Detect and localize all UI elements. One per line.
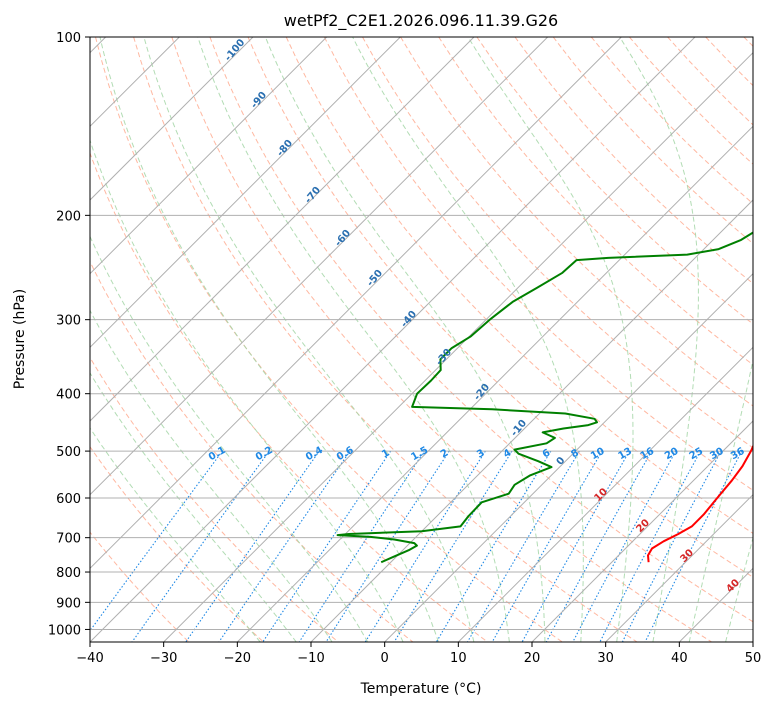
moist-adiabat-line <box>197 37 510 642</box>
isotherm-line <box>90 37 254 201</box>
moist-adiabat-line <box>90 371 297 642</box>
isotherm-line <box>90 37 696 642</box>
x-tick-label: −10 <box>297 651 324 666</box>
isotherm-line <box>90 37 549 496</box>
isotherm-line <box>90 37 622 570</box>
x-tick-label: 0 <box>381 651 389 666</box>
moist-adiabat-line <box>90 235 369 642</box>
mixing-ratio-label: 2 <box>439 448 451 461</box>
mixing-ratio-line <box>298 450 425 642</box>
mixing-ratio-label: 1 <box>380 448 392 461</box>
mixing-ratio-line <box>545 450 653 642</box>
dry-adiabat-line <box>90 151 488 642</box>
y-tick-label: 1000 <box>48 623 81 638</box>
pressure-grid <box>90 37 753 630</box>
axis-ticks: −40 −30 −20 −10 0 10 20 30 40 50 100 200 300 400 500 60… <box>48 31 761 666</box>
y-tick-label: 800 <box>56 566 81 581</box>
mixing-ratio-line <box>599 450 701 642</box>
isotherm-line <box>457 346 753 642</box>
dry-adiabat-line <box>133 37 638 642</box>
plot-frame <box>89 36 754 643</box>
dry-adiabat-line <box>514 37 753 285</box>
moist-adiabat-line <box>688 357 753 642</box>
isotherm-line <box>90 37 401 349</box>
y-tick-label: 500 <box>56 445 81 460</box>
isotherm-line <box>384 272 753 642</box>
dry-adiabat-line <box>438 37 753 366</box>
temperature-line <box>647 443 753 563</box>
y-tick-label: 200 <box>56 209 81 224</box>
x-axis-title: Temperature (°C) <box>360 681 482 697</box>
mixing-ratio-line <box>467 450 580 642</box>
mixing-ratio-label: 6 <box>541 448 553 461</box>
moist-adiabat-line <box>619 37 699 642</box>
isotherm-line <box>310 199 753 642</box>
dry-adiabat-line <box>400 37 753 407</box>
y-axis-title: Pressure (hPa) <box>12 289 28 389</box>
sounding-series <box>336 231 753 564</box>
y-tick-label: 100 <box>56 31 81 46</box>
y-tick-label: 600 <box>56 492 81 507</box>
dry-adiabat-line <box>90 445 264 642</box>
x-tick-label: −20 <box>224 651 251 666</box>
chart-title: wetPf2_C2E1.2026.096.11.39.G26 <box>284 11 558 31</box>
isotherm-line <box>236 125 753 642</box>
mixing-ratio-label: 8 <box>569 448 581 461</box>
mixing-ratio-label: 4 <box>502 448 514 461</box>
x-tick-label: −30 <box>150 651 177 666</box>
moist-adiabat-line <box>143 37 475 642</box>
x-tick-label: 40 <box>671 651 688 666</box>
x-tick-label: 50 <box>745 651 762 666</box>
dry-adiabat-line <box>247 37 753 578</box>
mixing-ratio-line <box>521 450 630 642</box>
x-tick-label: −40 <box>76 651 103 666</box>
moist-adiabat-line <box>90 309 333 642</box>
moist-adiabat-line <box>99 37 439 642</box>
dry-adiabat-line <box>476 37 753 325</box>
isotherm-line <box>90 37 475 422</box>
dry-adiabat-line <box>171 37 712 642</box>
mixing-ratio-line <box>185 450 320 642</box>
y-tick-label: 300 <box>56 314 81 329</box>
mixing-ratio-line <box>572 450 677 642</box>
dry-adiabat-line <box>90 260 414 642</box>
moist-adiabat-line <box>467 37 634 642</box>
dry-adiabat-line <box>95 37 563 642</box>
y-tick-label: 700 <box>56 532 81 547</box>
mixing-ratio-line <box>90 450 223 632</box>
moist-adiabat-line <box>264 37 546 642</box>
y-tick-label: 400 <box>56 388 81 403</box>
mixing-ratio-line <box>621 450 722 642</box>
x-tick-label: 30 <box>597 651 614 666</box>
dewpoint-line <box>336 231 753 564</box>
isotherm-line <box>90 37 328 275</box>
mixing-ratio-line <box>218 450 351 642</box>
dry-adiabat-line <box>285 37 753 535</box>
x-tick-label: 10 <box>450 651 467 666</box>
moist-adiabat-line <box>90 138 404 642</box>
dry-adiabat-line <box>323 37 753 491</box>
isotherm-line <box>605 493 753 642</box>
dry-adiabat-line <box>90 531 190 642</box>
mixing-ratio-label: 3 <box>475 448 487 461</box>
isotherm-line <box>531 420 753 642</box>
y-tick-label: 900 <box>56 596 81 611</box>
mixing-ratio-line <box>364 450 486 642</box>
x-tick-label: 20 <box>524 651 541 666</box>
dry-adiabat-line <box>209 37 753 623</box>
